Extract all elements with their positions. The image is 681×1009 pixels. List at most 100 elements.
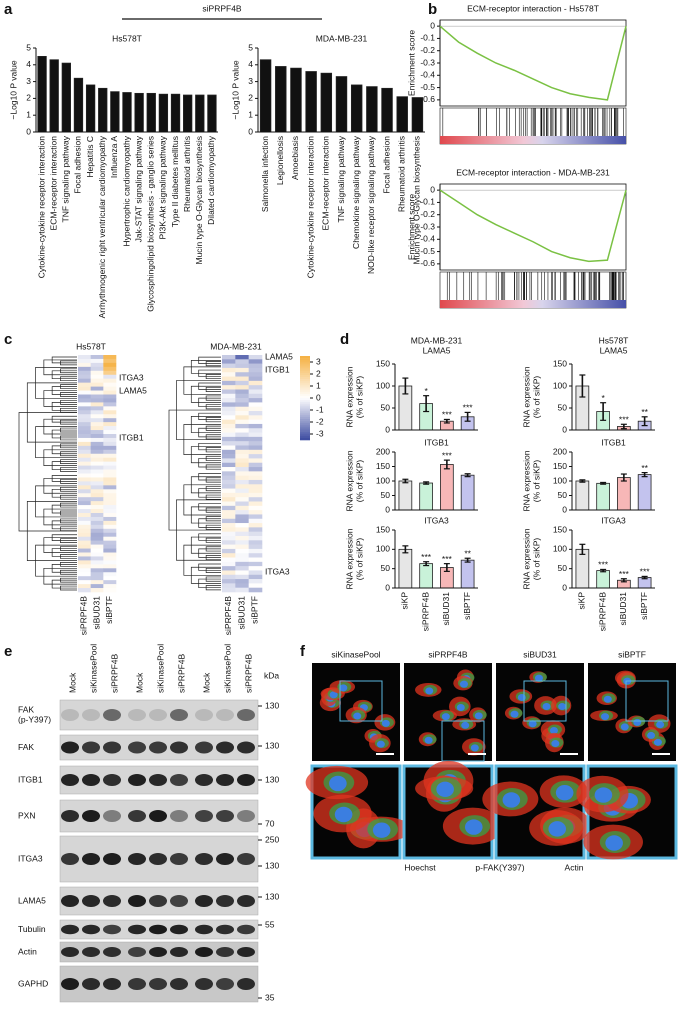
y-axis-label: (% of siKP) (531, 460, 541, 503)
heatmap-cell (78, 394, 91, 399)
colorbar-cell (300, 425, 310, 428)
heatmap-cell (235, 587, 249, 593)
heatmap-cell (235, 423, 249, 429)
heatmap-cell (78, 489, 91, 494)
blot-band (61, 978, 79, 990)
y-tick-label: 50 (381, 490, 391, 500)
heatmap-cell (103, 528, 117, 534)
heatmap-cell (235, 445, 249, 451)
heatmap-cell (90, 414, 104, 419)
heatmap-cell (78, 580, 91, 585)
heatmap-cell (248, 497, 263, 502)
y-tick-label: 50 (558, 402, 568, 412)
heatmap-cell (222, 518, 236, 524)
colorbar-cell (300, 372, 310, 376)
y-axis-label: RNA expression (521, 366, 531, 427)
x-tick-label: NOD-like receptor signaling pathway (366, 135, 376, 274)
y-tick-label: 4 (248, 59, 253, 69)
y-tick-label: 0 (562, 582, 567, 592)
heatmap-cell (90, 544, 104, 549)
heatmap-cell (78, 524, 91, 530)
y-axis-label: RNA expression (344, 450, 354, 511)
nucleus (459, 680, 468, 688)
lane-label: siKinasePool (155, 644, 165, 693)
x-tick-label: ECM-receptor interaction (48, 136, 58, 231)
y-tick-label: 0 (430, 20, 435, 30)
heatmap-cell (90, 536, 104, 541)
condition-label: siBPTF (618, 649, 646, 659)
heatmap-cell (248, 411, 263, 416)
nucleus (329, 691, 338, 699)
heatmap-cell (248, 579, 263, 584)
gene-label: ITGB1 (119, 432, 144, 442)
protein-label: Actin (18, 946, 37, 956)
significance: * (601, 393, 605, 403)
heatmap-cell (103, 552, 117, 557)
colorbar-tick-label: -3 (316, 428, 324, 438)
heatmap-cell (222, 531, 236, 537)
heatmap-cell (222, 475, 236, 481)
heatmap-cell (90, 552, 104, 557)
heatmap-cell (235, 411, 249, 416)
heatmap-cell (90, 465, 104, 470)
bar (460, 474, 475, 511)
blot-band (170, 810, 188, 822)
kda-header: kDa (264, 670, 279, 680)
heatmap-cell (248, 402, 263, 408)
colorbar-cell (300, 387, 310, 390)
heatmap-cell (248, 385, 263, 390)
heatmap-cell (78, 532, 91, 537)
heatmap-cell (222, 553, 236, 558)
heatmap-cell (248, 355, 263, 360)
heatmap-cell (222, 527, 236, 532)
y-tick-label: -0.3 (420, 221, 435, 231)
heatmap-cell (103, 532, 117, 537)
panel-label: b (428, 1, 437, 18)
error-bar (620, 578, 627, 583)
error-bar (641, 471, 648, 478)
x-tick-label: siKP (400, 592, 410, 610)
heatmap-cell (248, 566, 263, 571)
heatmap-cell (103, 469, 117, 474)
error-bar (464, 473, 471, 478)
blot-band (149, 774, 167, 786)
heatmap-cell (235, 527, 249, 532)
error-bar (443, 459, 450, 470)
y-axis-label: (% of siKP) (354, 460, 364, 503)
heatmap-cell (90, 386, 104, 391)
y-tick-label: 1 (26, 109, 31, 119)
heatmap-cell (90, 434, 104, 439)
heatmap-cell (248, 587, 263, 593)
bar (335, 76, 348, 133)
y-tick-label: -0.1 (420, 197, 435, 207)
blot-band (237, 947, 255, 957)
y-tick-label: 150 (376, 358, 390, 368)
bar (110, 91, 120, 133)
colorbar-cell (300, 419, 310, 422)
heatmap-cell (90, 556, 104, 561)
heatmap-cell (103, 576, 117, 581)
y-tick-label: -0.1 (420, 33, 435, 43)
heatmap-cell (235, 548, 249, 554)
x-tick-label: Rheumatoid arthritis (396, 136, 406, 212)
heatmap-cell (248, 540, 263, 545)
blot-band (170, 924, 188, 935)
blot-band (103, 741, 121, 754)
heatmap-cell (222, 587, 236, 593)
heatmap-cell (222, 406, 236, 412)
blot-band (216, 924, 234, 935)
blot-band (149, 924, 167, 935)
bar (419, 482, 433, 511)
heatmap-cell (235, 406, 249, 412)
colorbar-cell (300, 423, 310, 426)
heatmap-cell (248, 553, 263, 558)
heatmap-cell (90, 568, 104, 573)
heatmap-cell (78, 457, 91, 462)
dendrogram (168, 409, 221, 531)
error-bar (402, 545, 409, 554)
x-tick-label: Jak-STAT signaling pathway (133, 135, 143, 242)
heatmap-cell (103, 394, 117, 399)
x-tick-label: Glycosphingolipid biosynthesis - ganglio… (146, 136, 156, 312)
heatmap-cell (222, 523, 236, 528)
heatmap-cell (78, 437, 91, 443)
